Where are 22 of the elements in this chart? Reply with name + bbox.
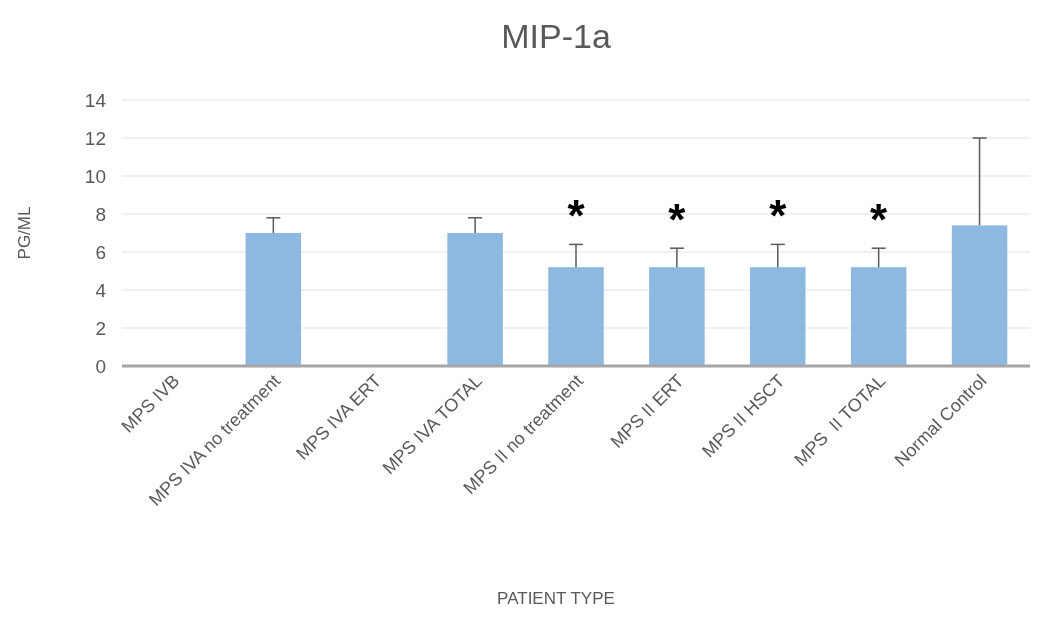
annotation: *	[870, 194, 889, 244]
y-tick-label: 10	[84, 165, 106, 187]
bar	[245, 233, 302, 366]
bar	[951, 225, 1008, 366]
x-axis-title: PATIENT TYPE	[497, 589, 615, 608]
y-axis-title: PG/ML	[15, 206, 34, 260]
bar	[548, 267, 604, 366]
bar	[750, 267, 806, 366]
y-tick-label: 6	[95, 241, 106, 263]
y-tick-label: 2	[95, 317, 106, 339]
annotation: *	[567, 190, 586, 240]
y-tick-label: 0	[95, 355, 106, 377]
chart-title: MIP-1a	[501, 17, 611, 55]
annotation: *	[668, 194, 687, 244]
bar	[649, 267, 705, 366]
y-tick-label: 12	[84, 127, 106, 149]
bar	[850, 267, 907, 366]
y-tick-label: 14	[84, 89, 107, 111]
y-tick-label: 8	[95, 203, 106, 225]
bar	[447, 233, 503, 366]
annotation: *	[769, 190, 788, 240]
y-tick-label: 4	[95, 279, 107, 301]
